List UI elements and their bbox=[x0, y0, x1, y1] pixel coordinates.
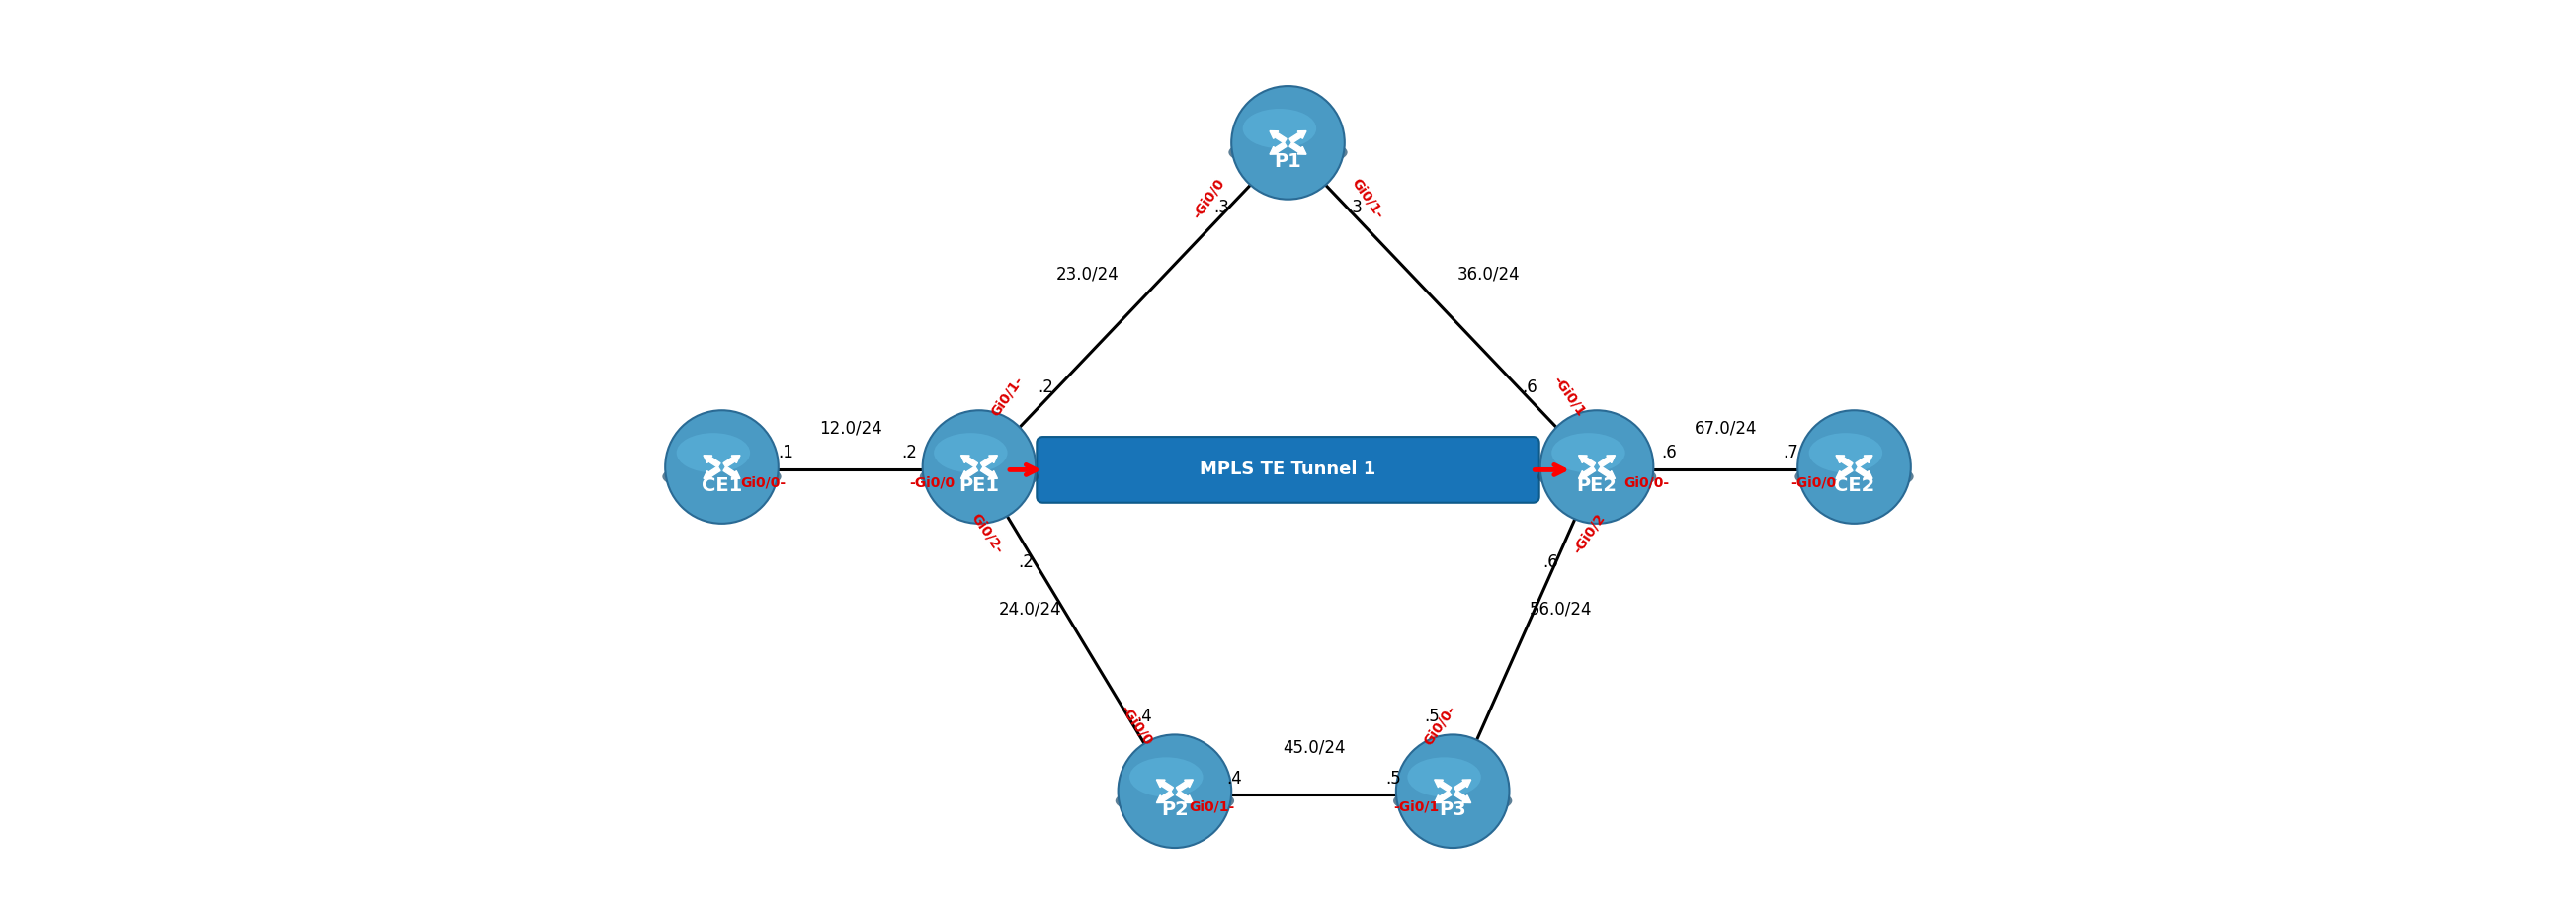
Text: .5: .5 bbox=[1425, 708, 1440, 726]
Ellipse shape bbox=[1242, 108, 1316, 148]
Text: CE1: CE1 bbox=[701, 476, 742, 495]
Text: PE1: PE1 bbox=[958, 476, 999, 495]
Ellipse shape bbox=[662, 461, 781, 493]
Circle shape bbox=[1118, 734, 1231, 848]
Ellipse shape bbox=[920, 461, 1038, 493]
Circle shape bbox=[1798, 411, 1911, 524]
Text: -Gi0/0: -Gi0/0 bbox=[909, 476, 956, 490]
Circle shape bbox=[1540, 411, 1654, 524]
Text: CE2: CE2 bbox=[1834, 476, 1875, 495]
Text: .3: .3 bbox=[1213, 199, 1229, 216]
Text: .4: .4 bbox=[1136, 708, 1151, 726]
FancyArrow shape bbox=[1597, 455, 1615, 468]
FancyArrow shape bbox=[724, 467, 739, 479]
FancyArrow shape bbox=[1855, 467, 1873, 479]
FancyBboxPatch shape bbox=[1036, 437, 1540, 503]
Text: 24.0/24: 24.0/24 bbox=[999, 600, 1061, 618]
FancyArrow shape bbox=[1291, 131, 1306, 143]
Text: P1: P1 bbox=[1275, 152, 1301, 171]
FancyArrow shape bbox=[1435, 791, 1450, 803]
FancyArrow shape bbox=[1579, 467, 1595, 479]
FancyArrow shape bbox=[1157, 779, 1172, 791]
Text: -Gi0/2: -Gi0/2 bbox=[1571, 511, 1607, 556]
Text: PE2: PE2 bbox=[1577, 476, 1618, 495]
Circle shape bbox=[1231, 86, 1345, 199]
Text: .2: .2 bbox=[902, 443, 917, 461]
Circle shape bbox=[1396, 734, 1510, 848]
Circle shape bbox=[665, 411, 778, 524]
Text: 45.0/24: 45.0/24 bbox=[1283, 739, 1345, 756]
FancyArrow shape bbox=[1455, 791, 1471, 803]
Text: .6: .6 bbox=[1522, 379, 1538, 396]
Ellipse shape bbox=[1229, 137, 1347, 168]
Text: Gi0/1-: Gi0/1- bbox=[1188, 800, 1234, 813]
FancyArrow shape bbox=[1579, 455, 1595, 468]
Text: .5: .5 bbox=[1386, 770, 1401, 788]
FancyArrow shape bbox=[1177, 791, 1193, 803]
Ellipse shape bbox=[935, 433, 1007, 472]
Text: MPLS TE Tunnel 1: MPLS TE Tunnel 1 bbox=[1200, 461, 1376, 479]
FancyArrow shape bbox=[961, 467, 979, 479]
FancyArrow shape bbox=[961, 455, 979, 468]
FancyArrow shape bbox=[1157, 791, 1172, 803]
Circle shape bbox=[922, 411, 1036, 524]
Text: .2: .2 bbox=[1038, 379, 1054, 396]
FancyArrow shape bbox=[1270, 131, 1285, 143]
Text: 12.0/24: 12.0/24 bbox=[819, 420, 881, 437]
Text: .6: .6 bbox=[1662, 443, 1677, 461]
Ellipse shape bbox=[677, 433, 750, 472]
Text: .6: .6 bbox=[1543, 553, 1558, 572]
Text: -Gi0/1: -Gi0/1 bbox=[1394, 800, 1440, 813]
Text: 23.0/24: 23.0/24 bbox=[1056, 266, 1118, 283]
Text: .2: .2 bbox=[1018, 553, 1033, 572]
Text: Gi0/0-: Gi0/0- bbox=[739, 476, 786, 490]
Ellipse shape bbox=[1795, 461, 1914, 493]
FancyArrow shape bbox=[1435, 779, 1450, 791]
Text: -Gi0/0: -Gi0/0 bbox=[1790, 476, 1837, 490]
Text: .4: .4 bbox=[1226, 770, 1242, 788]
FancyArrow shape bbox=[1837, 467, 1852, 479]
FancyArrow shape bbox=[1177, 779, 1193, 791]
Text: 67.0/24: 67.0/24 bbox=[1695, 420, 1757, 437]
FancyArrow shape bbox=[1291, 142, 1306, 154]
FancyArrow shape bbox=[703, 467, 721, 479]
Ellipse shape bbox=[1406, 757, 1481, 797]
Text: Gi0/1-: Gi0/1- bbox=[1350, 176, 1386, 221]
FancyArrow shape bbox=[1270, 142, 1285, 154]
Text: -Gi0/1: -Gi0/1 bbox=[1551, 373, 1587, 418]
Text: .7: .7 bbox=[1783, 443, 1798, 461]
Text: 56.0/24: 56.0/24 bbox=[1530, 600, 1592, 618]
Text: .1: .1 bbox=[778, 443, 793, 461]
Text: Gi0/1-: Gi0/1- bbox=[989, 373, 1025, 418]
Ellipse shape bbox=[1551, 433, 1625, 472]
FancyArrow shape bbox=[703, 455, 721, 468]
Text: Gi0/2-: Gi0/2- bbox=[969, 511, 1005, 556]
FancyArrow shape bbox=[724, 455, 739, 468]
Ellipse shape bbox=[1115, 786, 1234, 816]
FancyArrow shape bbox=[1855, 455, 1873, 468]
Text: Gi0/0-: Gi0/0- bbox=[1422, 703, 1458, 748]
FancyArrow shape bbox=[981, 455, 997, 468]
Text: .3: .3 bbox=[1347, 199, 1363, 216]
Text: 36.0/24: 36.0/24 bbox=[1458, 266, 1520, 283]
Text: P2: P2 bbox=[1162, 800, 1188, 820]
FancyArrow shape bbox=[1837, 455, 1852, 468]
Ellipse shape bbox=[1128, 757, 1203, 797]
FancyArrow shape bbox=[1597, 467, 1615, 479]
Text: -Gi0/0: -Gi0/0 bbox=[1118, 703, 1154, 748]
Text: Gi0/0-: Gi0/0- bbox=[1623, 476, 1669, 490]
Ellipse shape bbox=[1538, 461, 1656, 493]
Ellipse shape bbox=[1394, 786, 1512, 816]
Text: P3: P3 bbox=[1440, 800, 1466, 820]
FancyArrow shape bbox=[981, 467, 997, 479]
FancyArrow shape bbox=[1455, 779, 1471, 791]
Text: -Gi0/0: -Gi0/0 bbox=[1190, 176, 1226, 221]
Ellipse shape bbox=[1808, 433, 1883, 472]
